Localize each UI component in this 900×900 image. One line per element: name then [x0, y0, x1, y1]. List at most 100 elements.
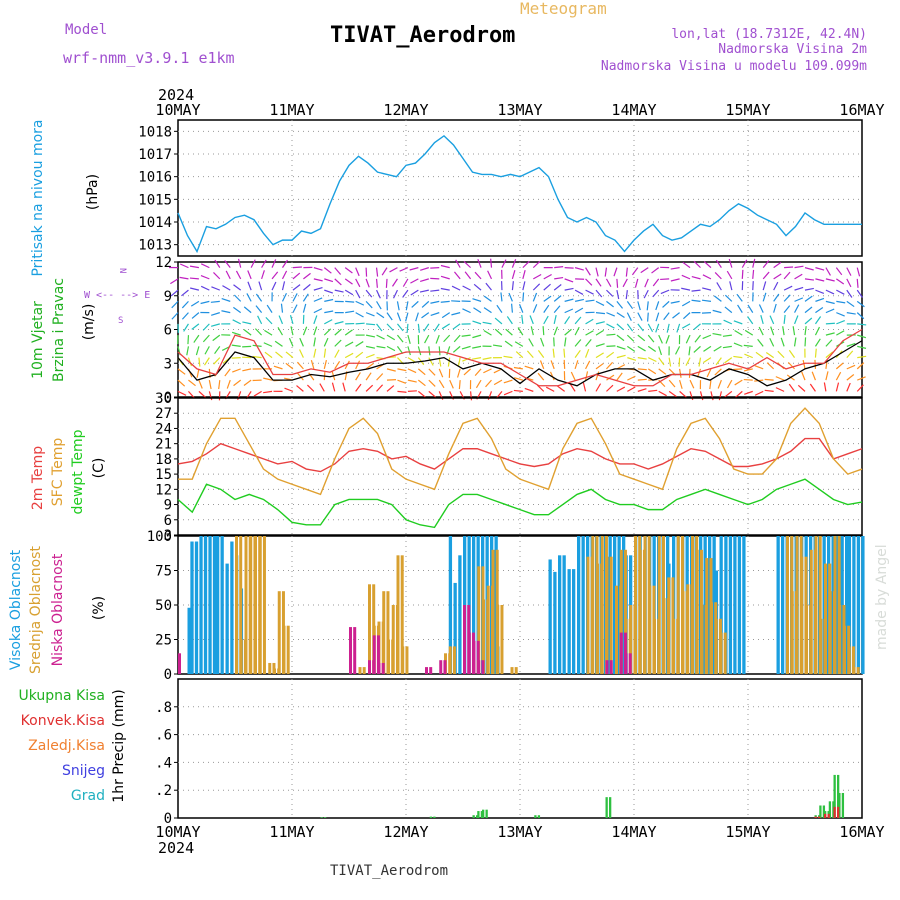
wind-barb — [724, 390, 733, 398]
wind-barb — [726, 270, 733, 280]
wind-barb — [222, 285, 231, 291]
meteogram-label: Meteogram — [520, 0, 607, 18]
wind-barb — [703, 345, 712, 352]
wind-barb — [616, 312, 625, 318]
wind-barb — [647, 368, 657, 375]
wind-barb — [284, 387, 294, 392]
wind-barb — [177, 368, 186, 375]
wind-barb — [179, 276, 189, 280]
high-cloud-bar — [203, 536, 208, 674]
pressure-panel: 1013 1014 1015 1016 1017 1018 — [138, 119, 863, 257]
wind-barb — [694, 334, 701, 343]
wind-barb — [734, 330, 743, 336]
wind-barb — [288, 337, 294, 347]
high-cloud-bar — [548, 559, 552, 674]
wind-barb — [451, 285, 461, 291]
mid-cloud-bar — [482, 599, 485, 674]
wind-barb — [563, 348, 566, 358]
high-cloud-bar — [558, 555, 562, 674]
wind-barb — [564, 316, 571, 325]
wind-barb — [543, 304, 550, 313]
wind-barb — [334, 321, 344, 325]
wind-barb — [435, 334, 440, 344]
high-cloud-bar — [199, 536, 203, 674]
wind-barb — [724, 294, 733, 302]
mid-cloud-bar — [477, 566, 481, 674]
wind-barb — [487, 270, 493, 280]
wind-barb — [532, 260, 541, 269]
wind-barb — [214, 259, 221, 268]
wind-barb — [441, 312, 451, 319]
wind-barb — [355, 267, 360, 277]
wind-barb — [672, 312, 680, 319]
high-cloud-bar — [187, 607, 191, 674]
wind-barb — [455, 259, 461, 268]
conv-precip-bar — [824, 813, 827, 818]
wind-barb — [242, 321, 252, 325]
mid-cloud-bar — [852, 667, 856, 674]
wind-barb — [189, 265, 200, 269]
wind-barb — [522, 281, 526, 291]
wind-barb — [606, 323, 615, 329]
wind-barb — [292, 272, 301, 280]
mid-cloud-bar — [235, 536, 238, 674]
wind-barb — [264, 329, 273, 336]
wind-barb — [793, 315, 799, 325]
wind-barb — [714, 368, 722, 376]
total-precip-bar — [476, 815, 479, 818]
x-bottom-tick-label: 13MAY — [497, 823, 542, 841]
wind-barb — [417, 346, 422, 356]
wind-barb — [355, 383, 362, 392]
high-cloud-bar — [220, 536, 224, 674]
wind-panel: 0 3 6 9 12 — [155, 255, 867, 406]
wind-barb — [564, 308, 574, 314]
wind-barb — [702, 274, 712, 280]
wind-barb — [430, 300, 440, 304]
wind-barb — [825, 351, 834, 359]
wind-barb — [540, 337, 545, 347]
high-cloud-bar — [847, 536, 852, 674]
wind-barb — [242, 368, 252, 372]
mid-cloud-bar — [714, 618, 718, 674]
low-cloud-bar — [619, 632, 623, 674]
x-top-tick-label: 15MAY — [725, 101, 770, 119]
wind-barb — [846, 364, 856, 370]
wind-barb — [737, 304, 743, 313]
wind-barb — [214, 346, 221, 355]
wind-barb — [585, 267, 591, 276]
wind-barb — [496, 304, 503, 313]
low-cloud-bar — [377, 662, 381, 674]
conv-precip-bar — [827, 813, 830, 818]
wind-barb — [658, 390, 667, 397]
wind-barb — [376, 334, 385, 340]
total-precip-bar — [433, 816, 436, 818]
wind-barb — [733, 342, 743, 347]
wind-barb — [212, 334, 221, 342]
total-precip-bar — [833, 774, 836, 818]
wind-barb — [518, 304, 524, 313]
wind-barb — [430, 289, 440, 292]
wind-barb — [443, 334, 451, 343]
wind-barb — [449, 379, 454, 389]
wind-barb — [637, 301, 641, 311]
wind-barb — [625, 267, 628, 277]
wind-barb — [345, 300, 355, 303]
wind-barb — [211, 312, 220, 316]
wind-barb — [472, 345, 482, 349]
wind-barb — [769, 315, 775, 325]
wind-barb — [613, 267, 618, 277]
wind-barb — [474, 271, 482, 280]
wind-barb — [658, 357, 665, 366]
wind-barb — [376, 301, 382, 310]
wind-barb — [574, 307, 584, 314]
wind-barb — [670, 267, 680, 270]
high-cloud-bar — [840, 536, 844, 674]
wind-barb — [458, 380, 461, 390]
wind-barb — [417, 368, 426, 376]
wind-barb — [736, 293, 743, 302]
year-label-top: 2024 — [158, 86, 194, 104]
mid-cloud-bar — [790, 591, 794, 674]
wind-barb — [773, 281, 779, 291]
total-precip-bar — [841, 792, 845, 818]
wind-barb — [417, 379, 426, 387]
